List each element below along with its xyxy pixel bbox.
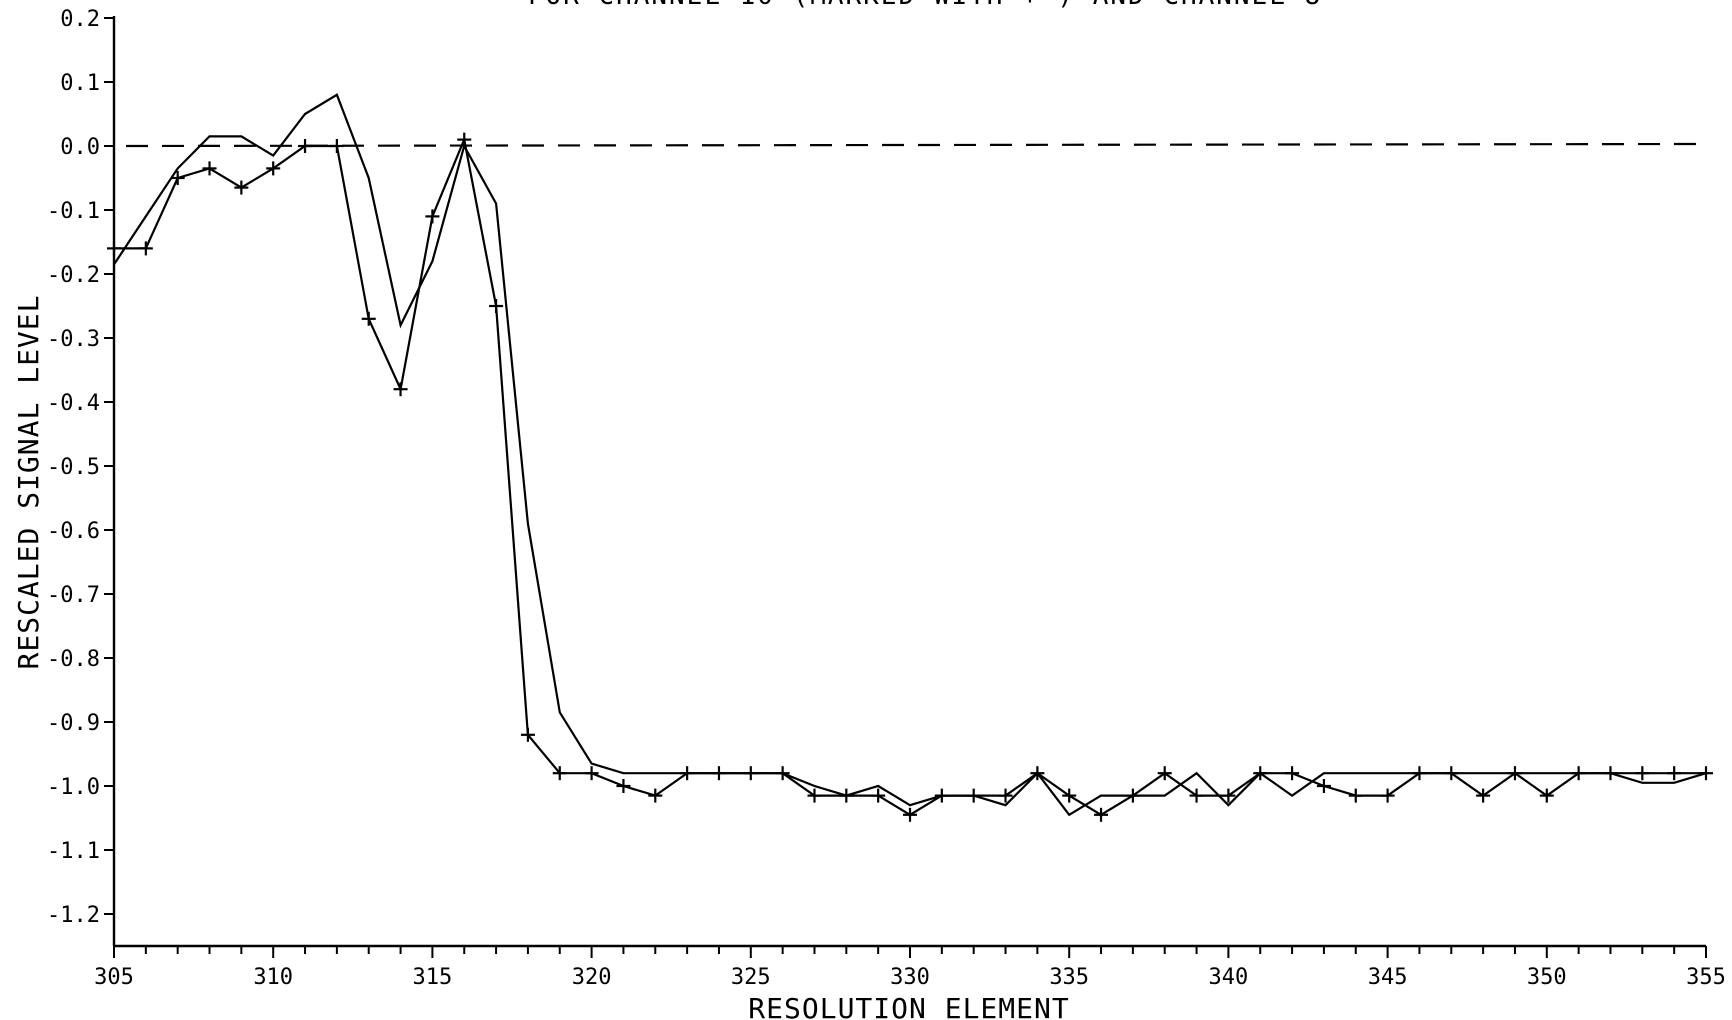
x-tick-label: 355 <box>1686 965 1726 990</box>
y-tick-label: -0.8 <box>47 647 100 672</box>
plus-marker <box>1285 766 1300 781</box>
y-tick-label: -1.2 <box>47 903 100 928</box>
plus-marker <box>298 139 313 153</box>
plus-marker <box>1157 766 1172 781</box>
zero-reference-line <box>125 142 1697 148</box>
x-tick-label: 305 <box>94 965 134 990</box>
y-tick-label: -0.2 <box>47 263 100 288</box>
y-tick-label: 0.1 <box>60 71 100 96</box>
plus-marker <box>489 299 504 313</box>
plus-marker <box>1189 788 1204 803</box>
plus-marker <box>266 161 281 176</box>
x-axis: 305 310 315 320 325 330 335 340 345 350 355 <box>94 944 1726 990</box>
y-tick-label: 0.0 <box>60 135 100 160</box>
plus-marker <box>1380 788 1395 803</box>
plus-marker <box>903 807 917 822</box>
y-tick-label: -0.4 <box>47 391 100 416</box>
y-tick-label: -0.7 <box>47 583 100 608</box>
x-tick-label: 335 <box>1049 965 1089 990</box>
x-tick-label: 320 <box>572 965 612 990</box>
x-tick-label: 345 <box>1368 965 1408 990</box>
series-line-2 <box>113 93 1707 817</box>
plus-marker <box>107 241 121 256</box>
plus-marker <box>1539 788 1554 803</box>
plus-marker <box>520 727 535 742</box>
y-tick-label: -0.5 <box>47 455 100 480</box>
plus-marker <box>616 779 631 793</box>
plus-marker <box>648 788 663 803</box>
y-tick-label: -0.9 <box>47 711 100 736</box>
plus-marker <box>234 180 249 195</box>
plus-marker <box>1316 779 1331 793</box>
y-tick-label: -0.1 <box>47 199 100 224</box>
y-tick-label: 0.2 <box>60 7 100 32</box>
x-tick-label: 310 <box>253 965 293 990</box>
plus-marker <box>329 139 344 153</box>
plot-area <box>125 142 1697 148</box>
plus-marker <box>361 311 376 326</box>
y-tick-label: -1.1 <box>47 839 100 864</box>
plus-marker <box>1062 788 1077 803</box>
x-tick-label: 325 <box>731 965 771 990</box>
x-tick-label: 315 <box>413 965 453 990</box>
series-layer <box>107 93 1713 822</box>
plus-marker <box>998 788 1013 803</box>
plus-marker <box>1667 766 1682 781</box>
chart-title: FOR CHANNEL 10 (MARKED WITH + ) AND CHAN… <box>528 0 1322 11</box>
y-tick-label: -0.3 <box>47 327 100 352</box>
y-axis-title: RESCALED SIGNAL LEVEL <box>12 294 45 669</box>
plus-marker <box>1348 788 1363 803</box>
y-tick-label: -0.6 <box>47 519 100 544</box>
plus-marker <box>1221 788 1236 803</box>
plus-marker <box>552 766 567 781</box>
plus-marker <box>393 382 408 397</box>
plus-marker <box>871 788 886 803</box>
y-tick-label: -1.0 <box>47 775 100 800</box>
x-axis-title: RESOLUTION ELEMENT <box>748 992 1069 1020</box>
plus-marker <box>1635 766 1650 781</box>
y-axis: 0.2 0.1 0.0 -0.1 -0.2 -0.3 -0.4 -0.5 -0.6 -0.7 -0.… <box>47 7 116 946</box>
plus-marker <box>1094 807 1109 822</box>
plus-marker <box>425 209 440 224</box>
x-tick-label: 330 <box>890 965 930 990</box>
series-line-1 <box>114 135 1706 817</box>
plus-marker <box>138 241 153 256</box>
plus-marker <box>584 766 599 781</box>
plus-marker <box>202 161 217 176</box>
plus-marker <box>170 171 185 185</box>
plus-marker <box>807 788 822 803</box>
x-tick-label: 340 <box>1209 965 1249 990</box>
plus-marker <box>1476 788 1491 803</box>
x-tick-label: 350 <box>1527 965 1567 990</box>
